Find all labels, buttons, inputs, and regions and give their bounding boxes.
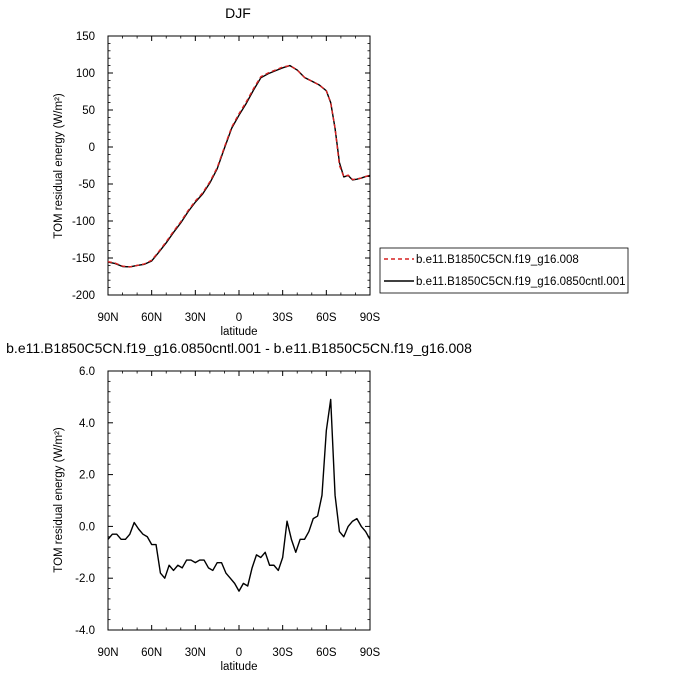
x-tick-label: 30N bbox=[185, 312, 206, 324]
y-tick-label: 6.0 bbox=[79, 366, 95, 378]
x-tick-label: 30S bbox=[272, 647, 293, 659]
top-plot-frame bbox=[107, 35, 371, 296]
x-tick-label: 0 bbox=[236, 312, 242, 324]
bottom-y-axis-label: TOM residual energy (W/m²) bbox=[53, 427, 65, 573]
x-tick-label: 60S bbox=[316, 647, 337, 659]
y-tick-label: -50 bbox=[78, 179, 95, 191]
legend-box bbox=[379, 247, 629, 294]
x-tick-label: 30N bbox=[185, 647, 206, 659]
top-y-ticks: -200 -150 -100 -50 0 50 100 150 bbox=[72, 31, 370, 302]
bottom-y-ticks: -4.0 -2.0 0.0 2.0 4.0 6.0 bbox=[75, 366, 370, 637]
top-y-axis-label: TOM residual energy (W/m²) bbox=[53, 93, 65, 239]
top-chart-title: DJF bbox=[225, 5, 251, 21]
x-tick-label: 60N bbox=[141, 312, 162, 324]
y-tick-label: 4.0 bbox=[79, 418, 95, 430]
top-panel: DJF -200 -150 -100 -50 0 50 100 150 90N 60N 30N 0 3… bbox=[53, 5, 381, 338]
y-tick-label: 0.0 bbox=[79, 521, 95, 533]
x-tick-label: 90S bbox=[360, 312, 381, 324]
x-tick-label: 90N bbox=[97, 312, 118, 324]
top-x-ticks: 90N 60N 30N 0 30S 60S 90S bbox=[97, 36, 381, 324]
bottom-x-axis-label: latitude bbox=[220, 661, 257, 673]
y-tick-label: 50 bbox=[82, 105, 95, 117]
legend: b.e11.B1850C5CN.f19_g16.008 b.e11.B1850C… bbox=[379, 247, 629, 294]
series-line bbox=[107, 64, 371, 268]
series-line bbox=[107, 398, 371, 592]
top-x-axis-label: latitude bbox=[220, 326, 257, 338]
y-tick-label: 100 bbox=[76, 68, 95, 80]
y-tick-label: 2.0 bbox=[79, 470, 95, 482]
y-tick-label: -100 bbox=[72, 216, 95, 228]
bottom-chart-title: b.e11.B1850C5CN.f19_g16.0850cntl.001 - b… bbox=[6, 340, 472, 356]
y-tick-label: 0 bbox=[89, 142, 95, 154]
series-line bbox=[107, 64, 371, 268]
y-tick-label: 150 bbox=[76, 31, 95, 43]
top-series bbox=[107, 64, 371, 268]
x-tick-label: 90S bbox=[360, 647, 381, 659]
bottom-series bbox=[107, 398, 371, 592]
bottom-x-ticks: 90N 60N 30N 0 30S 60S 90S bbox=[97, 371, 381, 659]
y-tick-label: -4.0 bbox=[75, 625, 95, 637]
legend-entry-label: b.e11.B1850C5CN.f19_g16.0850cntl.001 bbox=[416, 276, 626, 288]
bottom-panel: b.e11.B1850C5CN.f19_g16.0850cntl.001 - b… bbox=[6, 340, 472, 673]
x-tick-label: 60S bbox=[316, 312, 337, 324]
y-tick-label: -200 bbox=[72, 290, 95, 302]
legend-entry-label: b.e11.B1850C5CN.f19_g16.008 bbox=[416, 254, 579, 266]
y-tick-label: -150 bbox=[72, 253, 95, 265]
y-tick-label: -2.0 bbox=[75, 573, 95, 585]
x-tick-label: 30S bbox=[272, 312, 293, 324]
x-tick-label: 60N bbox=[141, 647, 162, 659]
x-tick-label: 90N bbox=[97, 647, 118, 659]
x-tick-label: 0 bbox=[236, 647, 242, 659]
